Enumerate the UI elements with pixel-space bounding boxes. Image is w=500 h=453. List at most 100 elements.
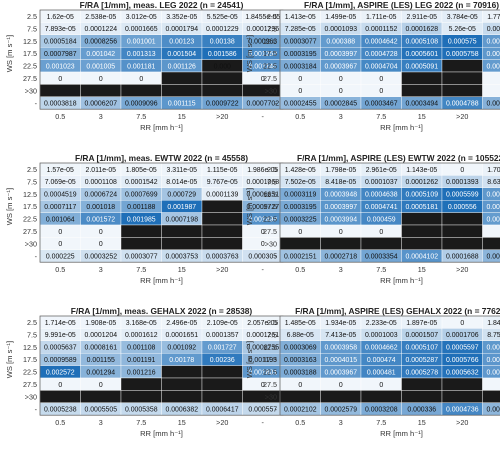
y-tick-label: 12.5 [263,37,277,46]
cell-label: 0.0001296 [246,26,279,33]
y-tick-label: 7.5 [267,330,277,339]
cell-label: 0.0008256 [84,39,117,46]
cell-label: 0.0006417 [206,407,239,414]
x-tick-label: 3 [339,265,343,274]
cell-label: 1.428e-05 [285,167,316,174]
heatmap-cell [201,84,243,98]
x-tick-label: 0.5 [295,418,305,427]
cell-label: 0.0004027 [486,51,500,58]
cell-label: 0.001064 [46,216,75,223]
cell-label: 1.8455e-05 [245,14,280,21]
cell-label: 0.001181 [127,63,155,70]
cell-label: 6.88e-05 [287,332,314,339]
y-tick-label: 2.5 [267,12,277,21]
cell-label: 0.0003119 [284,192,316,199]
heatmap-cell [482,162,500,176]
heatmap-cell [482,96,500,110]
heatmap-cell [320,237,362,250]
x-tick-label: 3 [99,418,103,427]
heatmap-cell [482,34,500,48]
cell-label: 0.0007198 [165,216,198,223]
cell-label: 0.0005637 [44,345,77,352]
cell-label: 0.0009727 [246,204,279,211]
cell-label: 1.62e-05 [47,14,74,21]
heatmap-cell [120,377,162,391]
cell-label: 0 [99,382,103,389]
heatmap-cell [279,237,321,250]
heatmap-cell [482,9,500,23]
cell-label: 0.0001178 [487,26,500,33]
cell-label: 1.846e-05 [487,320,500,327]
x-tick-label: - [262,265,265,274]
cell-label: 0.0003467 [365,101,398,108]
x-tick-label: 3 [339,418,343,427]
panel-title: F/RA [1/mm], ASPIRE (LES) GEHALX 2022 (n… [295,306,500,316]
y-tick-label: - [275,252,278,261]
cell-label: 2.538e-05 [85,14,116,21]
cell-label: 0.00178 [169,357,194,364]
cell-label: 0.0005632 [446,369,479,376]
y-tick-label: - [35,99,38,108]
cell-label: 1.805e-05 [126,167,157,174]
cell-label: 0.0006382 [165,407,198,414]
cell-label: 0.0001139 [206,192,238,199]
cell-label: 0.001042 [86,51,115,58]
cell-label: 0.0004728 [365,51,398,58]
cell-label: 0 [261,229,265,236]
y-axis-label: WS [m s⁻¹] [245,188,254,225]
cell-label: 0 [339,229,343,236]
x-axis-label: RR [mm h⁻¹] [140,123,183,132]
cell-label: 0.0003188 [284,369,317,376]
cell-label: 0.0004082 [486,357,500,364]
cell-label: 0.001005 [86,63,115,70]
heatmap-cell [120,84,162,98]
cell-label: 0.0007117 [44,204,76,211]
cell-label: 7.285e-05 [285,26,316,33]
cell-label: 0.0002102 [284,407,317,414]
cell-label: 2.961e-05 [366,167,397,174]
heatmap-cell [120,237,162,250]
heatmap-cell [279,390,321,403]
cell-label: 2.011e-05 [85,167,116,174]
y-tick-label: 7.5 [267,177,277,186]
cell-label: 0.0002151 [284,254,317,261]
heatmap-cell [482,249,500,263]
cell-label: 1.897e-05 [406,320,437,327]
cell-label: 0.0005597 [446,345,479,352]
heatmap-cell [482,71,500,85]
cell-label: 0.001193 [249,357,277,364]
heatmap-cell [482,59,500,73]
y-tick-label: 27.5 [23,74,37,83]
y-tick-label: 27.5 [23,227,37,236]
cell-label: 0.0003994 [324,216,357,223]
x-tick-label: >20 [456,265,468,274]
heatmap-cell [401,212,443,226]
y-tick-label: 22.5 [263,368,277,377]
x-tick-label: 7.5 [136,418,146,427]
cell-label: 8.631e-05 [487,179,500,186]
cell-label: 1.57e-05 [47,167,74,174]
cell-label: 0.0003948 [324,192,357,199]
cell-label: 0.0003888 [486,63,500,70]
cell-label: 0.00123 [169,39,194,46]
panel-frame [279,315,500,416]
cell-label: 0.001987 [167,204,196,211]
cell-label: 0.0005599 [446,192,479,199]
cell-label: 0.0003818 [44,101,77,108]
y-tick-label: 2.5 [27,165,37,174]
cell-label: 1.711e-05 [366,14,397,21]
cell-label: 0 [58,382,62,389]
heatmap-cell [120,224,162,238]
cell-label: 0.0003252 [84,254,117,261]
cell-label: 1.908e-05 [85,320,116,327]
heatmap-cell [441,84,483,98]
cell-label: 0.0003195 [284,204,317,211]
cell-label: 0.0001651 [165,332,198,339]
cell-label: 2.109e-05 [207,320,238,327]
cell-label: 0.001188 [127,204,155,211]
cell-label: 1.798e-05 [325,167,356,174]
cell-label: 0.0009722 [206,101,239,108]
cell-label: 8.753e-05 [487,332,500,339]
y-tick-label: - [275,405,278,414]
